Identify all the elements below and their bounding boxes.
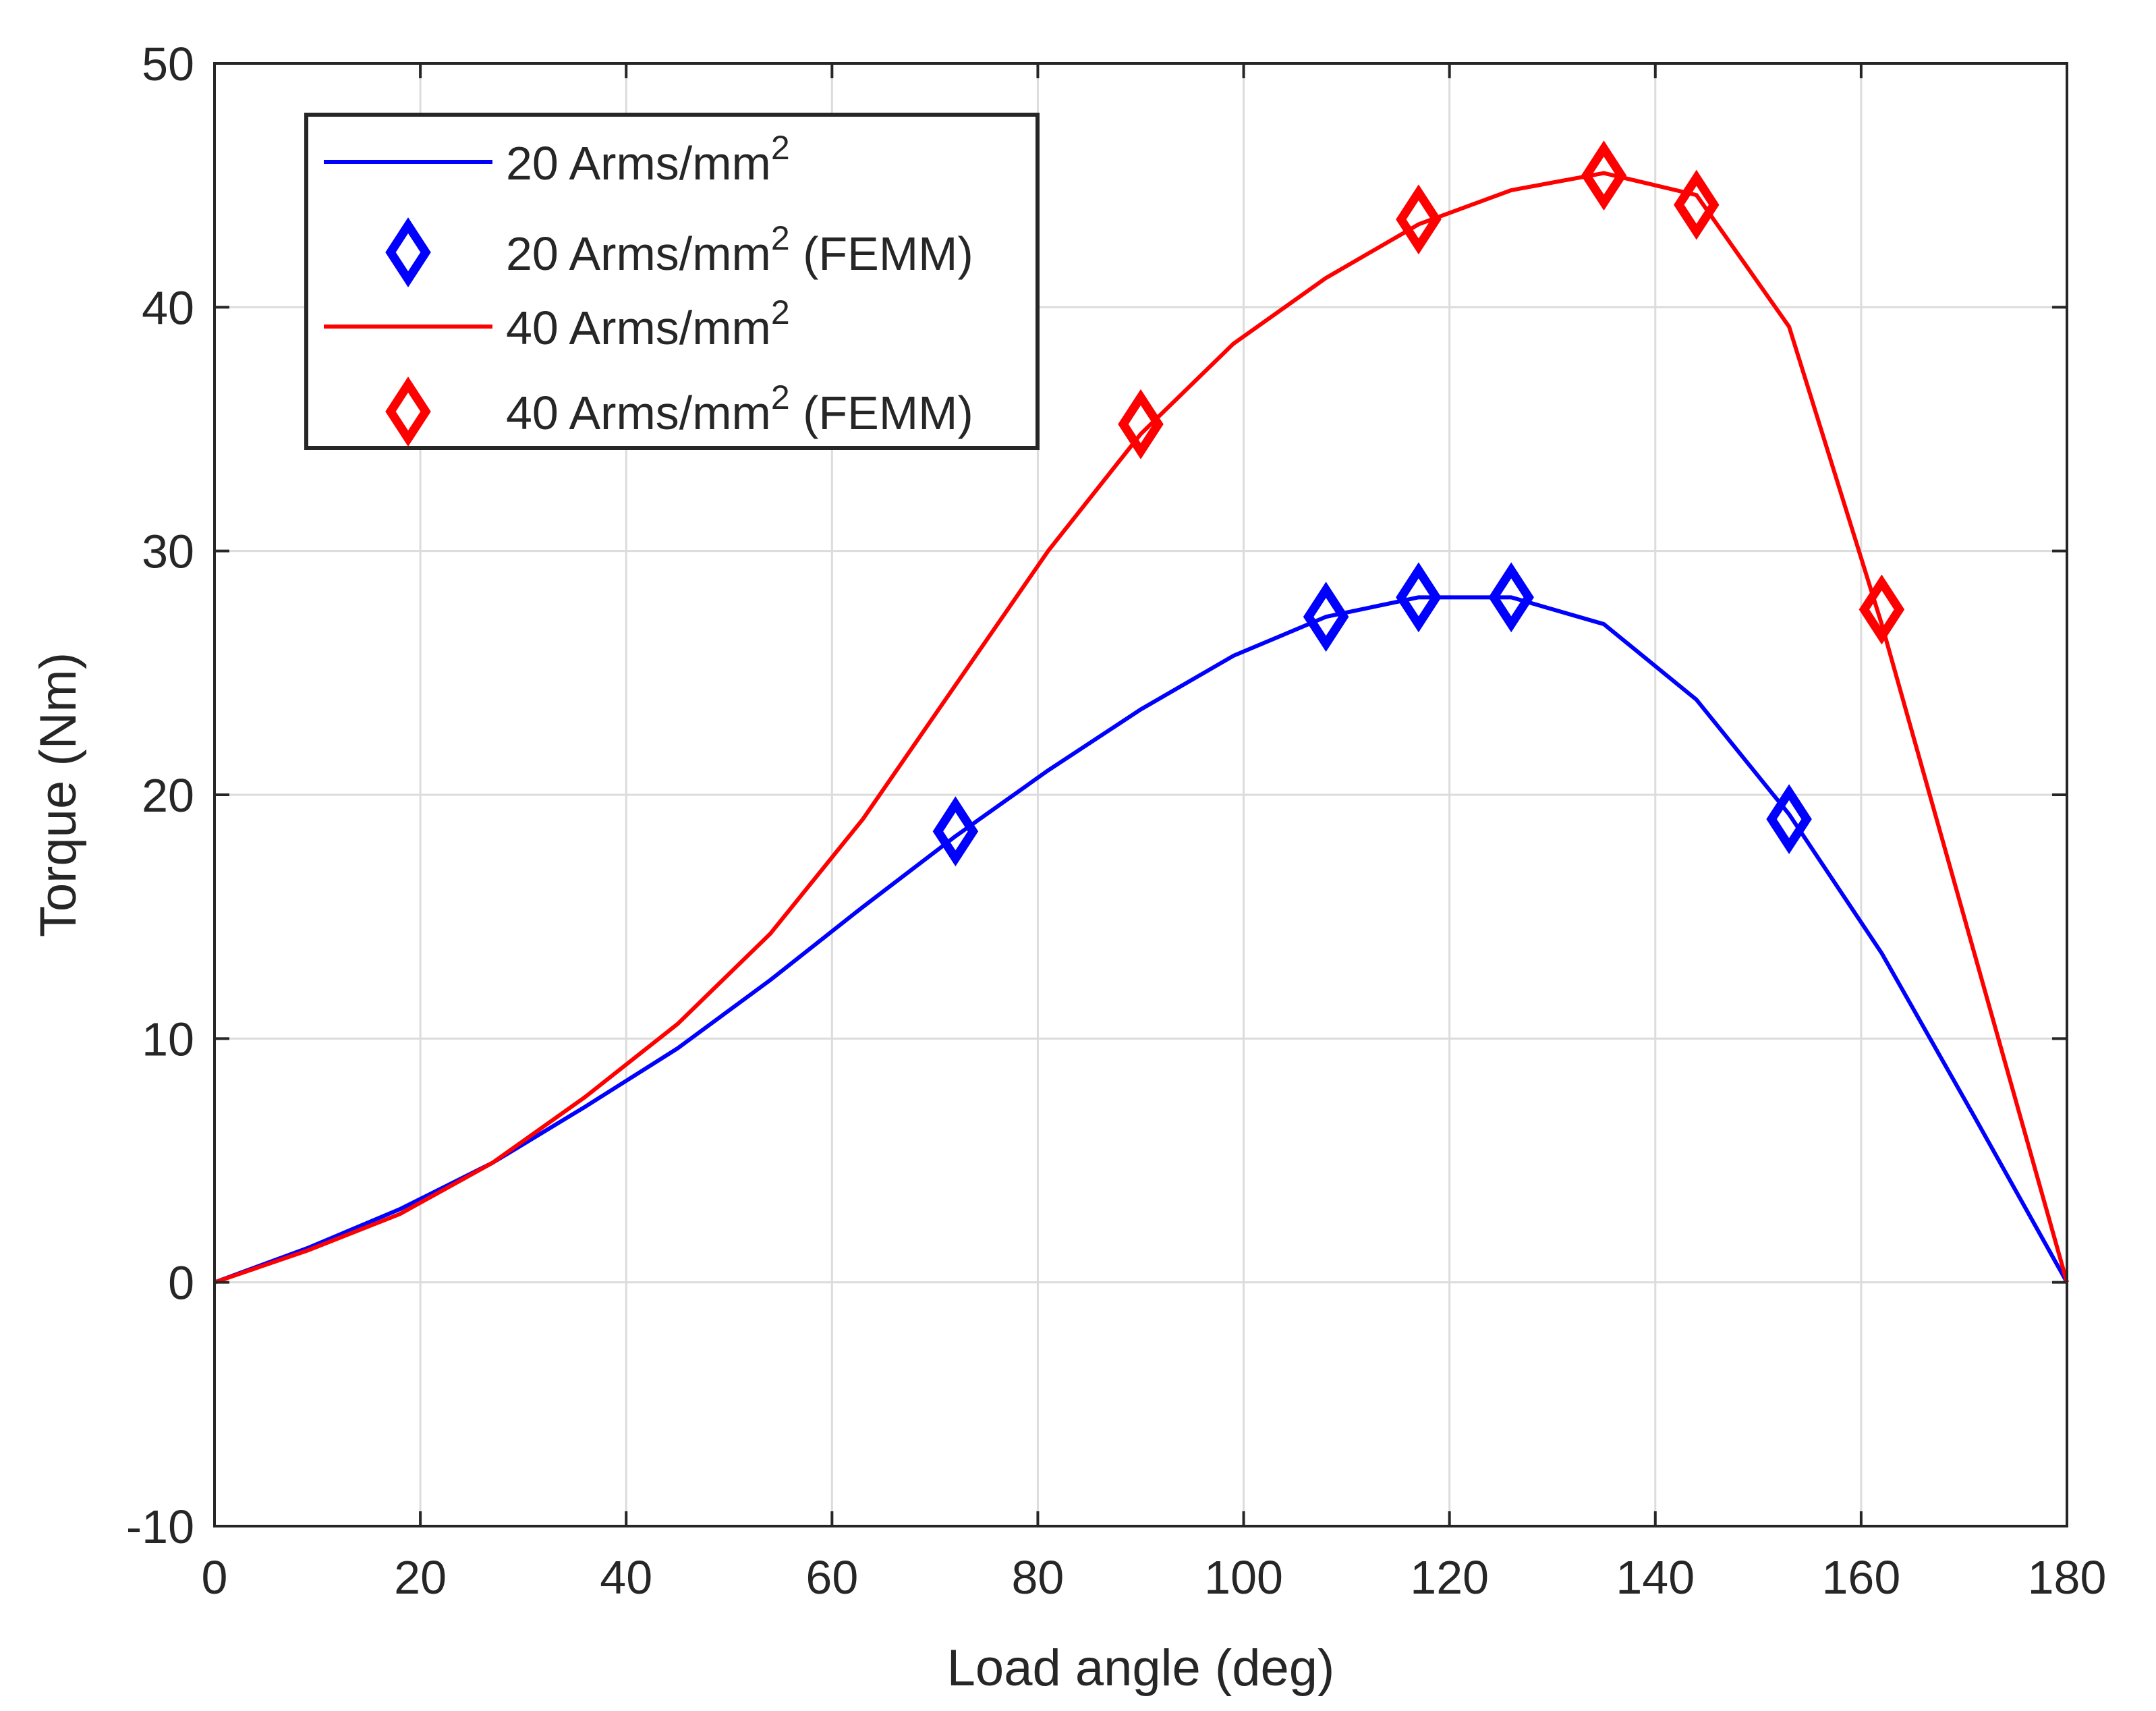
- legend-label: 20 Arms/mm2 (FEMM): [506, 219, 973, 280]
- x-axis-label: Load angle (deg): [947, 1639, 1335, 1697]
- y-tick-label: 10: [142, 1013, 194, 1065]
- data-point-marker: [1488, 562, 1534, 633]
- x-tick-label: 80: [1012, 1551, 1065, 1604]
- x-tick-label: 100: [1204, 1551, 1283, 1604]
- x-tick-label: 120: [1410, 1551, 1489, 1604]
- data-point-marker: [1396, 184, 1442, 255]
- series-line-group: [213, 595, 2069, 1285]
- y-tick-label: 0: [168, 1257, 194, 1310]
- legend: 20 Arms/mm2 20 Arms/mm2 (FEMM) 40 Arms/mm2…: [304, 113, 1040, 450]
- data-point-marker: [1396, 562, 1442, 633]
- series-marker-group: [1118, 140, 1905, 645]
- x-tick-label: 40: [600, 1551, 652, 1604]
- y-tick-label: 30: [142, 526, 194, 578]
- legend-marker-swatch: [385, 217, 431, 287]
- data-point-marker: [1118, 389, 1164, 459]
- legend-box: [304, 113, 1040, 450]
- y-axis-label: Torque (Nm): [30, 652, 87, 937]
- data-point-marker: [932, 796, 979, 867]
- x-tick-label: 160: [1821, 1551, 1900, 1604]
- data-point-marker: [1766, 784, 1812, 855]
- series-line: [214, 171, 2069, 1285]
- data-point-marker: [1674, 169, 1720, 240]
- legend-label: 20 Arms/mm2: [506, 129, 790, 190]
- series-layer: [213, 140, 2069, 1285]
- y-tick-label: 40: [142, 281, 194, 334]
- x-tick-label: 60: [805, 1551, 858, 1604]
- data-point-marker: [1859, 574, 1905, 645]
- x-tick-label: 140: [1616, 1551, 1695, 1604]
- series-line-group: [214, 171, 2069, 1285]
- x-tick-label: 0: [202, 1551, 228, 1604]
- legend-marker-swatch: [385, 376, 431, 447]
- legend-item: 40 Arms/mm2: [324, 293, 790, 354]
- data-point-marker: [1303, 582, 1349, 652]
- legend-label: 40 Arms/mm2: [506, 293, 790, 354]
- y-tick-label: -10: [126, 1500, 194, 1553]
- x-tick-label: 180: [2028, 1551, 2107, 1604]
- y-tick-label: 50: [142, 38, 194, 90]
- data-point-marker: [1581, 140, 1627, 211]
- y-tick-label: 20: [142, 769, 194, 822]
- legend-item: 20 Arms/mm2 (FEMM): [385, 217, 973, 287]
- series-line: [213, 595, 2069, 1285]
- x-tick-label: 20: [394, 1551, 447, 1604]
- legend-item: 40 Arms/mm2 (FEMM): [385, 376, 973, 447]
- legend-item: 20 Arms/mm2: [324, 129, 790, 190]
- legend-label: 40 Arms/mm2 (FEMM): [506, 378, 973, 439]
- axis-ticks: [213, 62, 2068, 1527]
- series-marker-group: [932, 562, 1812, 867]
